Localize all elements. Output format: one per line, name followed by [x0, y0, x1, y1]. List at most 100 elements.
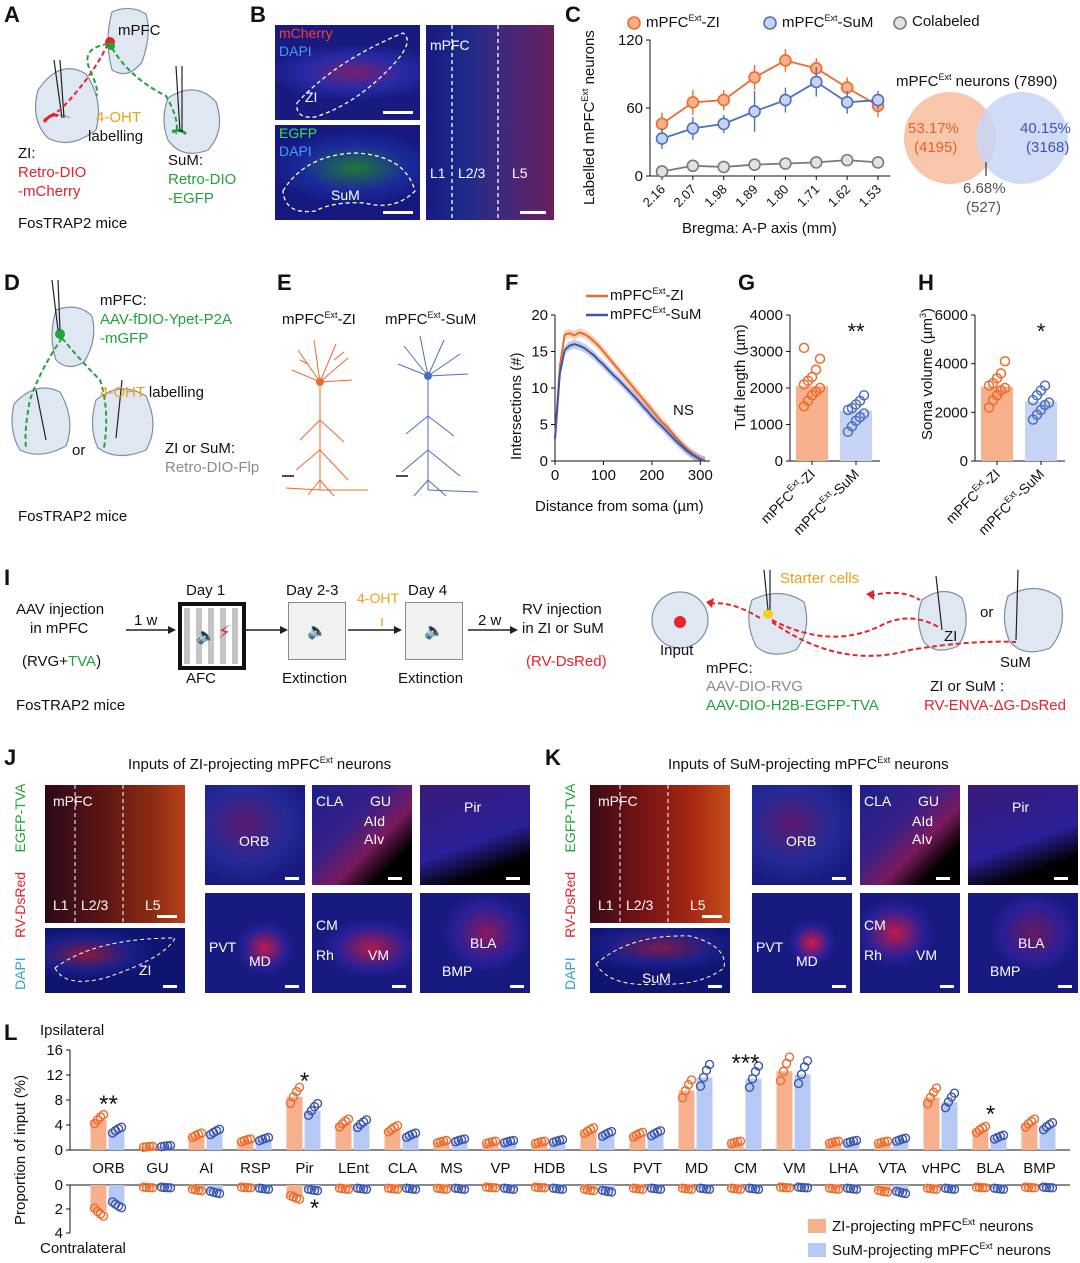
l-category-label: CM: [734, 1160, 757, 1177]
l-bar-ipsi: [598, 1134, 615, 1150]
l-legend-swatch-zi: [808, 1219, 826, 1233]
l-data-point-contra: [943, 1183, 954, 1194]
e-sum-title: mPFCExt-SuM: [385, 310, 477, 328]
i-tracing-schematic: [651, 570, 1063, 657]
d-virus-line1: AAV-fDIO-Ypet-P2A: [100, 311, 232, 328]
l-category-label: VTA: [878, 1160, 906, 1177]
l-category-label: MD: [685, 1160, 708, 1177]
j-md-label: MD: [249, 953, 271, 969]
l-data-point-contra: [992, 1183, 1003, 1194]
a-sum-virus-line2: -EGFP: [168, 190, 214, 207]
l-category-label: Pir: [295, 1160, 313, 1177]
l-category-label: HDB: [534, 1160, 566, 1177]
l-data-point: [95, 1112, 106, 1122]
l-bar-ipsi: [384, 1129, 401, 1150]
schematic-d: [11, 280, 154, 457]
d-mpfc-label: mPFC:: [100, 292, 147, 309]
j-scalebar-2: [163, 985, 177, 988]
l-bar-ipsi: [647, 1133, 664, 1150]
l-data-point: [900, 1133, 911, 1143]
panel-label-h: H: [918, 270, 934, 295]
h-chart-y-tick-label: 0: [960, 453, 968, 470]
l-data-point-contra: [845, 1183, 856, 1194]
j-image-pir: Pir: [420, 785, 530, 885]
j-bla-label: BLA: [470, 935, 497, 951]
a-oht-label: 4-OHT: [96, 109, 141, 126]
l-data-point-contra: [557, 1184, 568, 1194]
e-neuron-zi: [285, 339, 368, 497]
l-data-point-contra: [634, 1184, 645, 1194]
k-scalebar-5: [1054, 877, 1068, 880]
k-pir-label: Pir: [1012, 799, 1030, 815]
f-series-line: [554, 343, 706, 462]
l-significance: *: [986, 1101, 995, 1128]
l-data-point-contra: [147, 1183, 158, 1193]
l-category-label: ORB: [92, 1160, 125, 1177]
d-or-label: or: [72, 442, 86, 459]
l-data-point-contra: [508, 1184, 519, 1194]
l-data-point-contra: [1026, 1182, 1037, 1193]
l-data-point-contra: [977, 1182, 988, 1193]
l-data-point: [92, 1115, 103, 1125]
c-y-axis-label: Labelled mPFCExt neurons: [580, 30, 598, 205]
g-chart-data-point: [858, 408, 870, 419]
i-rv-line1: RV injection: [522, 601, 602, 618]
l-y-tick-label: 4: [55, 1117, 63, 1134]
panel-label-f: F: [505, 270, 519, 295]
i-speaker-icon-3: 🔈: [424, 623, 444, 640]
c-pie-title: mPFCExt neurons (7890): [896, 72, 1058, 90]
j-aid-label: AId: [364, 813, 386, 829]
c-data-point: [748, 158, 761, 171]
l-data-point-contra: [138, 1182, 149, 1192]
a-mice-label: FosTRAP2 mice: [18, 215, 128, 232]
l-data-point: [337, 1119, 348, 1129]
k-cm-label: CM: [864, 917, 886, 933]
j-title: Inputs of ZI-projecting mPFCExt neurons: [128, 755, 392, 773]
k-aiv-label: AIv: [912, 831, 933, 847]
k-image-cla: CLA GU AId AIv: [860, 785, 960, 885]
i-afc-box: 🔈 ⚡: [178, 602, 246, 670]
panel-label-k: K: [545, 745, 561, 770]
l-data-point-contra: [196, 1185, 207, 1196]
l-data-point-contra: [242, 1182, 253, 1193]
c-data-point: [779, 93, 792, 107]
l-data-point-contra: [882, 1187, 893, 1197]
j-mpfc-label: mPFC: [53, 793, 93, 809]
l-data-point: [165, 1140, 176, 1151]
l-bar-ipsi: [696, 1077, 713, 1150]
l-data-point-contra: [116, 1202, 127, 1213]
j-image-md: PVT MD: [205, 893, 305, 993]
c-x-tick-label: 1.62: [825, 182, 854, 211]
k-scalebar-7: [940, 985, 954, 988]
j-image-vm: CM Rh VM: [312, 893, 412, 993]
c-legend-zi-text: mPFCExt-ZI: [646, 13, 720, 31]
l-data-point-contra: [637, 1184, 648, 1194]
i-timeline-graphics: [126, 618, 518, 634]
l-data-point: [735, 1136, 746, 1146]
c-sum-n: (3168): [1026, 139, 1070, 156]
e-neuron-tracings: [282, 335, 479, 497]
c-data-point: [686, 159, 700, 173]
j-scalebar-8: [510, 985, 524, 988]
i-aav-line1: AAV injection: [16, 601, 105, 618]
f-y-tick-label: 0: [540, 453, 548, 470]
k-image-md: PVT MD: [752, 893, 852, 993]
k-rh-label: Rh: [864, 947, 882, 963]
b-dapi2-label: DAPI: [279, 143, 312, 159]
l-data-point: [490, 1136, 501, 1146]
l-data-point-contra: [214, 1188, 225, 1199]
l-data-point-contra: [156, 1182, 167, 1192]
j-zi-label: ZI: [139, 962, 152, 978]
c-data-point: [655, 117, 669, 131]
l-data-point-contra: [747, 1183, 758, 1194]
l-data-point: [159, 1141, 170, 1151]
l-data-point-contra: [778, 1182, 789, 1193]
g-chart-y-tick-label: 0: [775, 453, 783, 470]
l-data-point-contra: [257, 1183, 268, 1194]
l-y-tick-label: 8: [55, 1092, 63, 1109]
j-side-label: DAPI RV-DsRed EGFP-TVA: [12, 783, 28, 990]
k-side-label: DAPI RV-DsRed EGFP-TVA: [562, 783, 578, 990]
k-scalebar-6: [832, 985, 846, 988]
f-legend-lines: [586, 294, 608, 317]
